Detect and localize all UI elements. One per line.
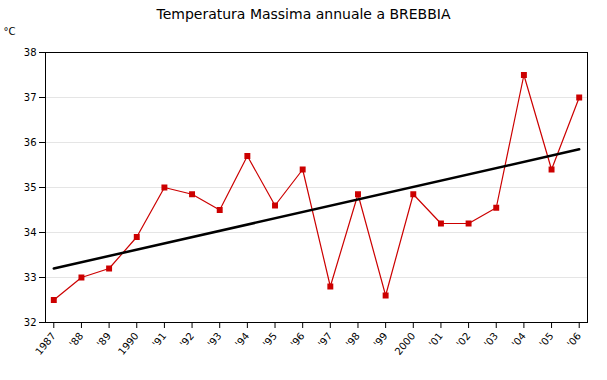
svg-text:32: 32 <box>24 317 37 328</box>
svg-text:'02: '02 <box>454 330 472 349</box>
svg-text:'89: '89 <box>95 330 113 349</box>
svg-text:'05: '05 <box>537 330 555 349</box>
svg-text:2000: 2000 <box>392 330 417 357</box>
svg-text:'98: '98 <box>344 330 362 349</box>
svg-text:'88: '88 <box>67 330 85 349</box>
svg-text:'04: '04 <box>510 330 528 349</box>
svg-text:'03: '03 <box>482 330 500 349</box>
svg-text:35: 35 <box>24 182 37 193</box>
svg-text:37: 37 <box>24 92 37 103</box>
svg-text:'95: '95 <box>261 330 279 349</box>
svg-text:'96: '96 <box>288 330 306 349</box>
svg-text:'93: '93 <box>205 330 223 349</box>
svg-text:33: 33 <box>24 272 37 283</box>
svg-text:'06: '06 <box>565 330 583 349</box>
svg-text:'91: '91 <box>150 330 168 349</box>
svg-text:38: 38 <box>24 47 37 58</box>
html-text:Temperatura Massima annuale a: Temperatura Massima annuale a BREBBIA <box>156 6 451 22</box>
svg-text:'01: '01 <box>427 330 445 349</box>
svg-text:'92: '92 <box>178 330 196 349</box>
svg-text:1987: 1987 <box>33 330 58 357</box>
svg-text:1990: 1990 <box>116 330 141 357</box>
svg-text:°C: °C <box>4 26 16 37</box>
svg-text:'94: '94 <box>233 330 251 349</box>
svg-text:'99: '99 <box>371 330 389 349</box>
svg-text:36: 36 <box>24 137 37 148</box>
svg-text:'97: '97 <box>316 330 334 349</box>
svg-text:34: 34 <box>24 227 37 238</box>
